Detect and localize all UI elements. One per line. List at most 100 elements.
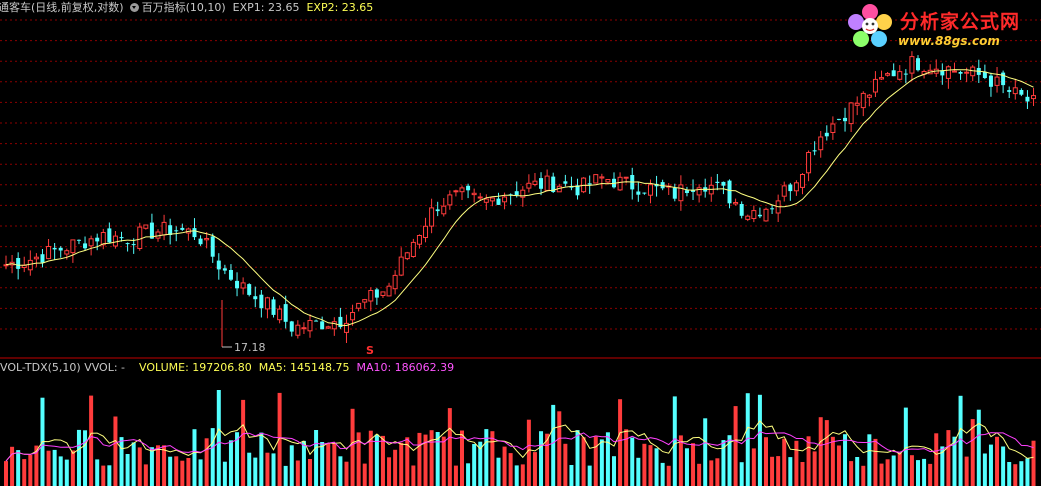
candle-up bbox=[33, 256, 39, 260]
volume-bar bbox=[575, 430, 580, 486]
volume-bar bbox=[283, 465, 288, 486]
volume-bar bbox=[472, 444, 477, 486]
volume-bar bbox=[210, 428, 215, 486]
candle-down bbox=[314, 320, 319, 322]
candle-up bbox=[429, 207, 435, 227]
candle-down bbox=[58, 247, 63, 251]
candle-down bbox=[253, 296, 258, 300]
candle-up bbox=[46, 246, 52, 260]
candle-down bbox=[721, 181, 726, 186]
candle-up bbox=[380, 291, 386, 296]
candle-up bbox=[885, 73, 891, 76]
candle-up bbox=[240, 282, 246, 289]
volume-bar bbox=[551, 404, 556, 486]
candle-up bbox=[593, 174, 599, 184]
candle-up bbox=[459, 187, 465, 193]
candle-down bbox=[107, 228, 112, 243]
volume-bar bbox=[672, 396, 677, 486]
indicator-name: 百万指标(10,10) bbox=[141, 1, 226, 14]
volume-bar bbox=[764, 437, 768, 486]
volume-bar bbox=[709, 460, 714, 486]
volume-bar bbox=[909, 455, 914, 486]
candle-down bbox=[289, 321, 294, 332]
volume-bar bbox=[721, 440, 726, 486]
volume-bar bbox=[168, 456, 173, 486]
volume-bar bbox=[946, 430, 951, 486]
volume-bar bbox=[660, 462, 665, 486]
volume-bar bbox=[818, 417, 823, 486]
candle-down bbox=[891, 70, 896, 77]
candle-down bbox=[691, 189, 696, 192]
volume-bar bbox=[70, 450, 75, 486]
candle-up bbox=[502, 196, 508, 203]
candle-up bbox=[143, 224, 149, 229]
volume-bar bbox=[982, 453, 987, 486]
candle-up bbox=[532, 180, 538, 185]
volume-bar bbox=[593, 436, 598, 486]
candle-up bbox=[277, 308, 283, 321]
volume-bar bbox=[885, 459, 890, 486]
candle-up bbox=[520, 189, 526, 198]
candle-up bbox=[88, 238, 94, 247]
volume-bar bbox=[143, 464, 148, 486]
volume-bar bbox=[83, 430, 88, 486]
volume-bar bbox=[387, 457, 392, 486]
candle-down bbox=[131, 244, 136, 246]
candle-up bbox=[398, 256, 404, 276]
volume-bar bbox=[277, 392, 282, 486]
candle-down bbox=[259, 294, 264, 309]
volume-bar bbox=[271, 453, 276, 486]
exp1-value: EXP1: 23.65 bbox=[232, 1, 300, 14]
volume-bar bbox=[867, 434, 872, 486]
candle-down bbox=[1007, 90, 1012, 92]
candle-up bbox=[70, 239, 76, 254]
volume-bar bbox=[952, 436, 957, 486]
volume-bar bbox=[101, 465, 106, 486]
candle-down bbox=[843, 117, 848, 122]
volume-bar bbox=[1025, 458, 1030, 486]
volume-bars bbox=[4, 390, 1036, 486]
candle-up bbox=[423, 225, 429, 239]
site-logo: 分析家公式网 www.88gs.com bbox=[842, 0, 1041, 55]
candle-down bbox=[660, 182, 665, 189]
volume-bar bbox=[362, 463, 367, 486]
volume-bar bbox=[751, 448, 756, 486]
candle-down bbox=[40, 254, 45, 263]
candle-down bbox=[916, 58, 920, 71]
candle-down bbox=[192, 228, 197, 238]
candle-down bbox=[198, 238, 203, 245]
volume-bar bbox=[958, 395, 963, 486]
candle-up bbox=[100, 232, 106, 246]
candle-up bbox=[763, 208, 769, 222]
volume-bar bbox=[149, 447, 154, 486]
candle-up bbox=[605, 179, 611, 183]
volume-bar bbox=[727, 435, 732, 486]
volume-bar bbox=[1031, 440, 1036, 486]
exp2-value: EXP2: 23.65 bbox=[306, 1, 374, 14]
volume-bar bbox=[934, 433, 939, 486]
dropdown-arrow-icon[interactable] bbox=[129, 3, 139, 12]
candle-down bbox=[788, 184, 793, 192]
volume-bar bbox=[344, 461, 349, 486]
volume-bar bbox=[496, 457, 501, 486]
volume-bar bbox=[46, 450, 51, 486]
candle-down bbox=[739, 204, 744, 216]
candle-down bbox=[119, 237, 124, 239]
candle-up bbox=[799, 174, 805, 188]
volume-bar bbox=[314, 430, 319, 486]
candle-up bbox=[830, 123, 836, 133]
sell-signal-marker: S bbox=[366, 344, 374, 357]
candle-down bbox=[575, 185, 580, 196]
candle-up bbox=[951, 70, 957, 73]
candle-down bbox=[715, 181, 720, 183]
volume-bar bbox=[1019, 461, 1024, 486]
volume-bar bbox=[265, 452, 270, 486]
candle-up bbox=[204, 238, 210, 241]
volume-bar bbox=[557, 411, 562, 486]
candle-down bbox=[52, 247, 57, 250]
candle-down bbox=[563, 181, 568, 184]
volume-bar bbox=[411, 465, 416, 486]
candle-down bbox=[271, 299, 276, 315]
volume-bar bbox=[417, 432, 422, 486]
